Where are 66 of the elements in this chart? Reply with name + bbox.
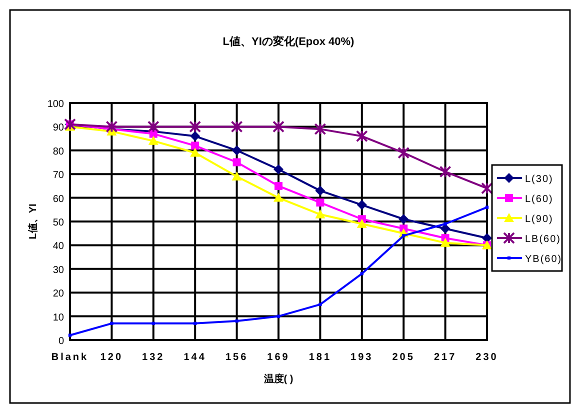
point [314,123,326,136]
y-tick-label: 80 [52,146,64,158]
point [232,145,242,156]
point [318,302,322,306]
point [230,120,243,133]
point [444,222,447,226]
point [440,224,450,234]
x-axis-title: 温度( ) [262,373,294,385]
point [190,131,200,142]
x-tick-label: 205 [392,352,415,363]
legend-label: L(90) [525,214,554,225]
point [356,200,367,210]
x-tick-label: 144 [184,352,206,363]
y-tick-label: 60 [52,194,64,205]
y-tick-label: 10 [52,312,64,324]
x-tick-label: 132 [142,352,165,363]
point [398,214,409,224]
x-tick-label: 181 [308,352,332,363]
point [439,166,452,178]
point [189,120,202,133]
y-tick-label: 40 [52,241,64,252]
point [356,130,368,142]
y-tick-label: 70 [52,170,64,182]
point [315,209,326,218]
x-tick-label: 156 [225,352,248,363]
x-tick-label: 230 [476,352,498,363]
point [232,158,241,166]
y-tick-label: 50 [52,218,64,228]
point [190,148,200,157]
legend-label: LB(60) [525,234,562,245]
point [402,234,406,238]
point [274,182,282,190]
point [274,164,284,174]
point [148,136,158,145]
point [485,206,489,209]
point [316,198,324,207]
point [274,192,284,202]
point [315,186,326,196]
y-tick-label: 30 [52,264,64,276]
point [440,238,450,247]
legend-label: YB(60) [525,254,562,265]
point [481,182,493,194]
x-tick-label: Blank [51,352,89,363]
point [191,142,200,150]
y-axis-title: L値、YI [27,204,39,240]
y-tick-label: 20 [52,288,64,300]
legend-label: L(60) [525,194,554,205]
x-tick-label: 169 [267,352,290,363]
point [147,120,160,133]
point [68,334,72,337]
point [110,322,114,326]
x-tick-label: 120 [100,352,124,363]
point [398,146,410,159]
y-tick-label: 90 [52,122,64,134]
point [276,314,280,318]
x-tick-label: 193 [350,352,374,363]
y-tick-label: 0 [58,336,64,347]
point [356,218,367,228]
point [272,120,284,133]
legend-label: L(30) [525,174,554,185]
chart-title: L値、YIの変化(Epox 40%) [222,35,355,48]
point [235,319,238,323]
point [232,171,242,180]
y-tick-label: 100 [47,99,64,110]
x-tick-label: 217 [434,352,457,363]
point [106,120,118,133]
